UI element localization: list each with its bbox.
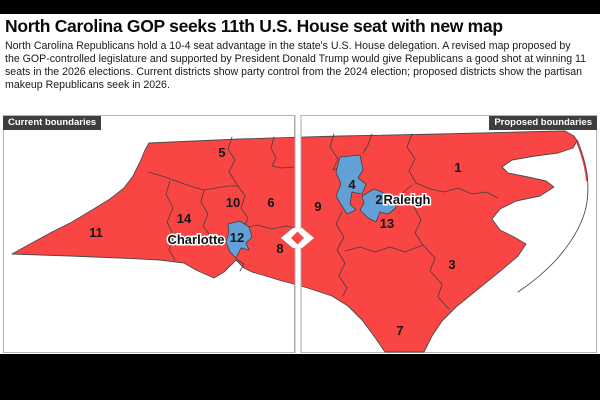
bottom-letterbox-bar xyxy=(0,354,600,400)
proposed-district-label-3: 3 xyxy=(448,257,455,272)
current-district-label-12: 12 xyxy=(230,230,244,245)
proposed-district-label-7: 7 xyxy=(396,323,403,338)
city-label-charlotte: Charlotte xyxy=(167,232,224,247)
proposed-boundaries-label: Proposed boundaries xyxy=(489,116,597,131)
proposed-district-label-4: 4 xyxy=(348,177,356,192)
city-label-raleigh: Raleigh xyxy=(384,192,431,207)
current-district-boundaries xyxy=(147,136,295,272)
district-4-shape xyxy=(335,154,367,215)
democratic-districts xyxy=(225,154,397,259)
description-text: North Carolina Republicans hold a 10-4 s… xyxy=(5,40,587,92)
current-boundaries-label: Current boundaries xyxy=(3,116,102,131)
handle-center-diamond xyxy=(291,231,304,245)
proposed-district-label-2: 2 xyxy=(375,192,382,207)
outer-banks-coastline xyxy=(517,138,589,293)
current-district-label-10: 10 xyxy=(226,195,240,210)
city-labels: Charlotte Raleigh xyxy=(166,191,432,249)
current-district-label-5: 5 xyxy=(218,145,225,160)
compare-slider-handle[interactable] xyxy=(280,227,315,249)
top-letterbox-bar xyxy=(0,0,600,14)
proposed-district-label-1: 1 xyxy=(454,160,461,175)
current-district-labels: 5 11 14 10 6 12 8 xyxy=(89,145,283,256)
map-comparison: 5 11 14 10 6 12 8 9 4 2 13 1 3 7 Charlotte Raleigh Cu… xyxy=(3,115,597,353)
header: North Carolina GOP seeks 11th U.S. House… xyxy=(5,14,595,92)
current-district-label-8: 8 xyxy=(276,241,283,256)
proposed-district-label-13: 13 xyxy=(380,216,394,231)
headline: North Carolina GOP seeks 11th U.S. House… xyxy=(5,16,503,36)
proposed-district-label-9: 9 xyxy=(314,199,321,214)
proposed-district-boundaries xyxy=(329,133,499,310)
current-district-label-6: 6 xyxy=(267,195,274,210)
current-district-label-14: 14 xyxy=(177,211,192,226)
current-district-label-11: 11 xyxy=(89,225,103,240)
compare-slider xyxy=(280,115,315,353)
district-2-shape xyxy=(359,188,397,223)
district-12-shape xyxy=(225,220,253,259)
